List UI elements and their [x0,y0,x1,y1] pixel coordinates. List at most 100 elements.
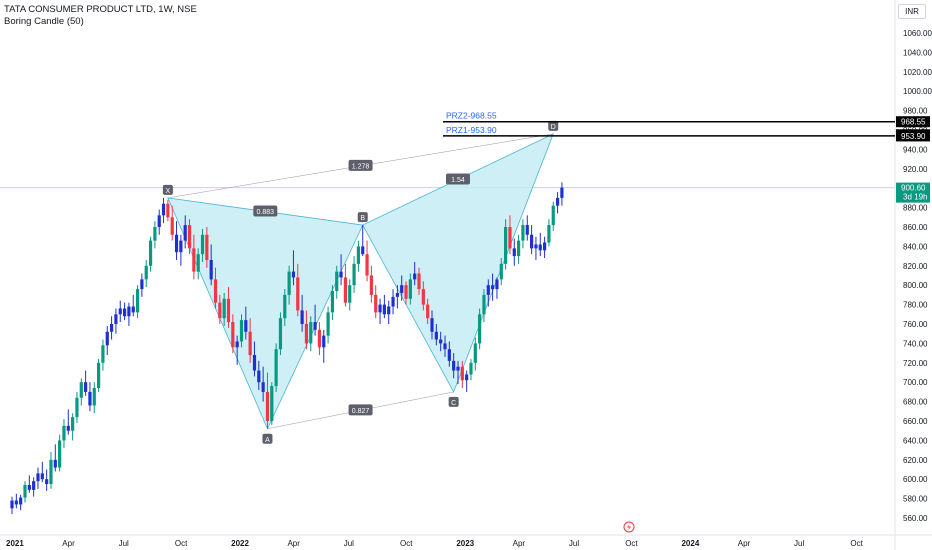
candle [122,302,127,321]
candle [313,304,317,336]
candle-body [486,285,490,295]
candle [404,281,408,305]
candle [261,366,265,402]
candle-body [317,329,322,348]
candle [148,236,153,272]
candle [231,314,235,354]
candle [45,469,49,491]
candle-body [521,225,525,241]
candle-body [27,485,31,490]
candle-body [525,225,529,235]
candle [382,294,386,319]
candle [196,248,200,280]
candle-body [447,349,451,361]
candle [270,382,274,425]
candle-body [374,294,378,313]
y-tick-label: 760.00 [903,320,928,329]
candle [542,236,547,259]
candle-body [97,362,101,389]
candle-body [75,397,79,418]
x-tick-label: Apr [287,539,300,548]
y-tick-label: 700.00 [903,378,928,387]
candle [460,360,464,389]
candle-body [84,382,88,392]
candle [504,219,508,270]
candle [434,324,438,346]
candle [75,391,79,423]
y-tick-label: 640.00 [903,436,928,445]
candle [335,265,339,299]
candle [14,493,18,509]
candle [248,318,252,363]
candle-body [88,391,92,406]
svg-text:0.883: 0.883 [257,209,275,216]
y-tick-label: 1020.00 [903,68,932,77]
y-tick-label: 840.00 [903,242,928,251]
candle [300,294,304,332]
candle [430,310,434,340]
svg-text:0.827: 0.827 [352,408,370,415]
y-tick-label: 860.00 [903,223,928,232]
candle-body [478,314,482,344]
candle [200,228,205,262]
candle [23,481,27,503]
candle-body [365,254,369,276]
candle-body [209,259,213,280]
candle [71,413,75,441]
symbol-title[interactable]: TATA CONSUMER PRODUCT LTD, 1W, NSE [4,4,197,15]
candle [161,197,166,224]
x-tick-label: Apr [513,539,526,548]
candle-body [45,479,49,485]
candle-body [157,215,161,228]
candle [469,358,473,381]
y-tick-label: 560.00 [903,514,928,523]
candle-body [161,203,166,216]
candle [491,273,495,301]
candle-body [265,391,270,422]
x-tick-label: Apr [738,539,751,548]
candle [105,325,109,356]
candle [330,285,335,321]
candle [465,370,469,392]
candle [274,343,278,392]
candle-body [452,360,456,371]
candle-body [140,279,144,290]
ratio-label-0_883: 0.883 [253,205,278,217]
candle [62,419,66,449]
point-label-a: A [262,433,273,444]
candle-body [19,497,23,505]
y-tick-label: 740.00 [903,339,928,348]
candle-body [356,246,360,264]
candle [322,329,326,363]
candle [538,232,542,257]
candle-body [551,205,555,226]
candle [426,298,430,325]
point-label-c: C [448,396,459,407]
candle [365,240,369,282]
candle [439,331,443,352]
candle-body [40,473,44,480]
candle [452,353,456,379]
x-tick-label: Apr [62,539,75,548]
svg-text:1.278: 1.278 [352,163,370,170]
x-tick-label: Oct [850,539,863,548]
candle [170,205,174,241]
currency-button[interactable]: INR [898,4,926,19]
y-tick-label: 620.00 [903,456,928,465]
indicator-label[interactable]: Boring Candle (50) [4,16,84,27]
candle-body [443,343,447,350]
candle [84,370,88,396]
y-tick-label: 680.00 [903,398,928,407]
svg-text:C: C [451,400,456,407]
candle [166,199,170,222]
candle [10,496,14,515]
candle-body [508,227,512,249]
candle [213,267,218,309]
candle-body [218,302,222,319]
candle-body [499,263,503,280]
candle [356,240,360,272]
candle [235,335,239,365]
candle-body [309,322,313,344]
candle-body [62,425,66,441]
